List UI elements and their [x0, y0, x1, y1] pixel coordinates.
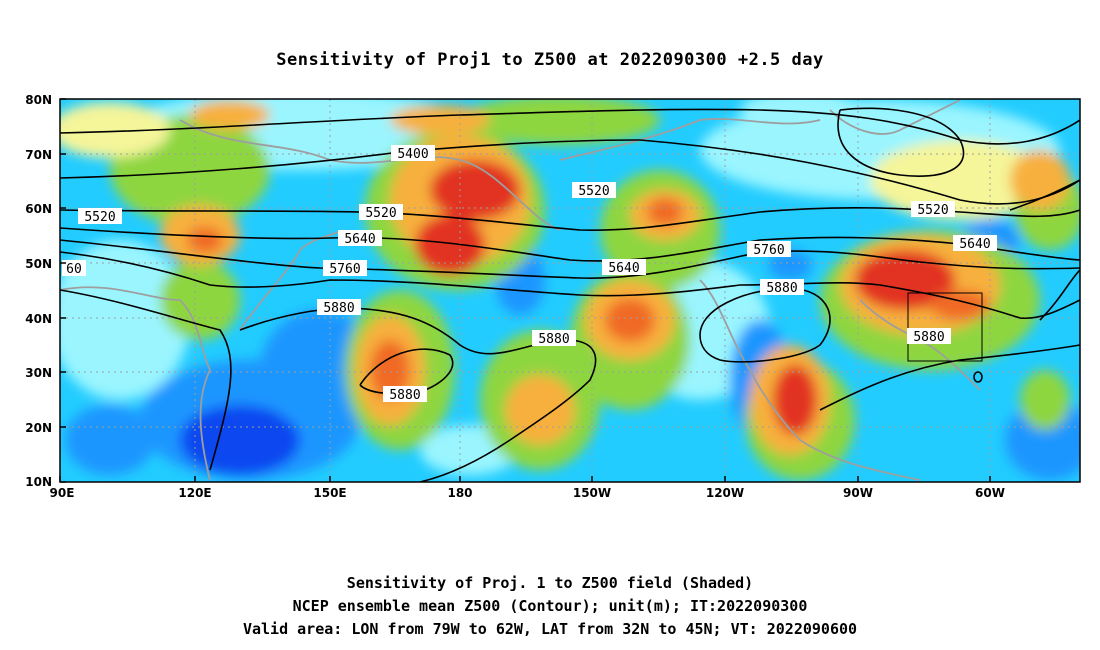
contour-label: 5880 — [532, 330, 576, 347]
svg-text:5880: 5880 — [913, 330, 944, 345]
field-blob — [430, 160, 520, 220]
field-blob — [65, 405, 155, 475]
svg-text:5880: 5880 — [766, 281, 797, 296]
contour-label: 5880 — [907, 328, 951, 345]
lon-tick-label: 180 — [447, 486, 472, 500]
svg-text:5520: 5520 — [365, 206, 396, 221]
contour-line — [1009, 179, 1080, 211]
lon-tick-label: 120E — [178, 486, 211, 500]
contour-small-loop — [973, 371, 983, 383]
valid-area-box — [907, 292, 983, 362]
contour-line — [60, 108, 1080, 145]
caption-valid-area: Valid area: LON from 79W to 62W, LAT fro… — [242, 620, 858, 638]
plot-frame — [59, 98, 1081, 483]
svg-text:5880: 5880 — [323, 301, 354, 316]
contour-label: 5760 — [323, 260, 367, 277]
svg-text:5880: 5880 — [538, 332, 569, 347]
tick-marks — [59, 98, 991, 483]
contour-label: 5640 — [953, 235, 997, 252]
caption-shading: Sensitivity of Proj. 1 to Z500 field (Sh… — [346, 574, 754, 592]
contour-labels: 5400 5520 5520 5520 5520 5640 5640 5640 … — [62, 145, 997, 403]
contour-line — [60, 251, 1080, 320]
contour-label: 5760 — [747, 241, 791, 258]
field-blob — [180, 405, 300, 475]
lon-tick-label: 90E — [50, 486, 75, 500]
lon-tick-label: 150E — [313, 486, 346, 500]
svg-text:5640: 5640 — [608, 261, 639, 276]
longitude-labels: 90E 120E 150E 180 150W 120W 90W 60W — [50, 486, 1005, 500]
field-blob — [187, 227, 223, 253]
contour-label: 5520 — [911, 201, 955, 218]
contour-label: 60 — [62, 260, 86, 277]
field-blob — [60, 102, 170, 158]
lon-tick-label: 120W — [706, 486, 744, 500]
sensitivity-map: 5400 5520 5520 5520 5520 5640 5640 5640 … — [25, 93, 1081, 500]
field-blob — [647, 198, 683, 226]
coastline-arctic — [829, 99, 961, 135]
lat-tick-label: 80N — [25, 93, 52, 107]
field-blob — [870, 140, 1050, 220]
contour-label: 5520 — [78, 208, 122, 225]
svg-text:5760: 5760 — [329, 262, 360, 277]
lat-tick-label: 30N — [25, 366, 52, 380]
svg-text:5520: 5520 — [84, 210, 115, 225]
contour-line — [60, 207, 1080, 232]
field-blob — [768, 250, 812, 280]
field-blob — [605, 298, 655, 342]
svg-text:5640: 5640 — [344, 232, 375, 247]
lat-tick-label: 20N — [25, 421, 52, 435]
lon-tick-label: 60W — [975, 486, 1005, 500]
contour-line — [60, 139, 1080, 205]
contour-label: 5640 — [602, 259, 646, 276]
lat-tick-label: 70N — [25, 148, 52, 162]
coastline-asia — [60, 286, 212, 481]
field-blob — [415, 215, 485, 275]
svg-text:5760: 5760 — [753, 243, 784, 258]
field-blob — [505, 375, 575, 445]
contour-line — [819, 344, 1080, 411]
contour-label: 5400 — [391, 145, 435, 162]
field-blob — [1010, 150, 1070, 210]
field-blob — [773, 365, 817, 435]
contour-label: 5640 — [338, 230, 382, 247]
svg-text:60: 60 — [66, 262, 82, 277]
map-title: Sensitivity of Proj1 to Z500 at 20220903… — [276, 50, 824, 70]
contour-line — [60, 289, 232, 471]
lat-tick-label: 10N — [25, 475, 52, 489]
contour-label: 5520 — [359, 204, 403, 221]
lat-tick-label: 50N — [25, 257, 52, 271]
lat-tick-label: 60N — [25, 202, 52, 216]
contour-label: 5880 — [760, 279, 804, 296]
contour-line-closed — [837, 107, 965, 178]
svg-text:5400: 5400 — [397, 147, 428, 162]
field-blob — [370, 340, 410, 400]
contour-label: 5880 — [317, 299, 361, 316]
svg-text:5520: 5520 — [917, 203, 948, 218]
grid — [60, 99, 1080, 482]
shaded-sensitivity-field — [60, 99, 1080, 482]
contour-line — [1039, 269, 1080, 321]
coastline-alaska — [559, 118, 821, 161]
lon-tick-label: 90W — [843, 486, 873, 500]
field-blob — [190, 100, 270, 130]
field-blob — [390, 105, 490, 135]
contour-line-closed — [699, 287, 831, 363]
svg-text:5880: 5880 — [389, 388, 420, 403]
field-blob — [930, 290, 990, 320]
contour-label: 5520 — [572, 182, 616, 199]
contour-label: 5880 — [383, 386, 427, 403]
svg-text:5520: 5520 — [578, 184, 609, 199]
lon-tick-label: 150W — [573, 486, 611, 500]
contour-line — [60, 239, 1080, 279]
field-blob — [60, 240, 190, 400]
field-blob — [1020, 370, 1070, 430]
lat-tick-label: 40N — [25, 312, 52, 326]
coastline-japan — [239, 229, 346, 331]
latitude-labels: 80N 70N 60N 50N 40N 30N 20N 10N — [25, 93, 52, 489]
svg-text:5640: 5640 — [959, 237, 990, 252]
caption-contour: NCEP ensemble mean Z500 (Contour); unit(… — [292, 597, 808, 615]
field-blob — [160, 260, 240, 340]
